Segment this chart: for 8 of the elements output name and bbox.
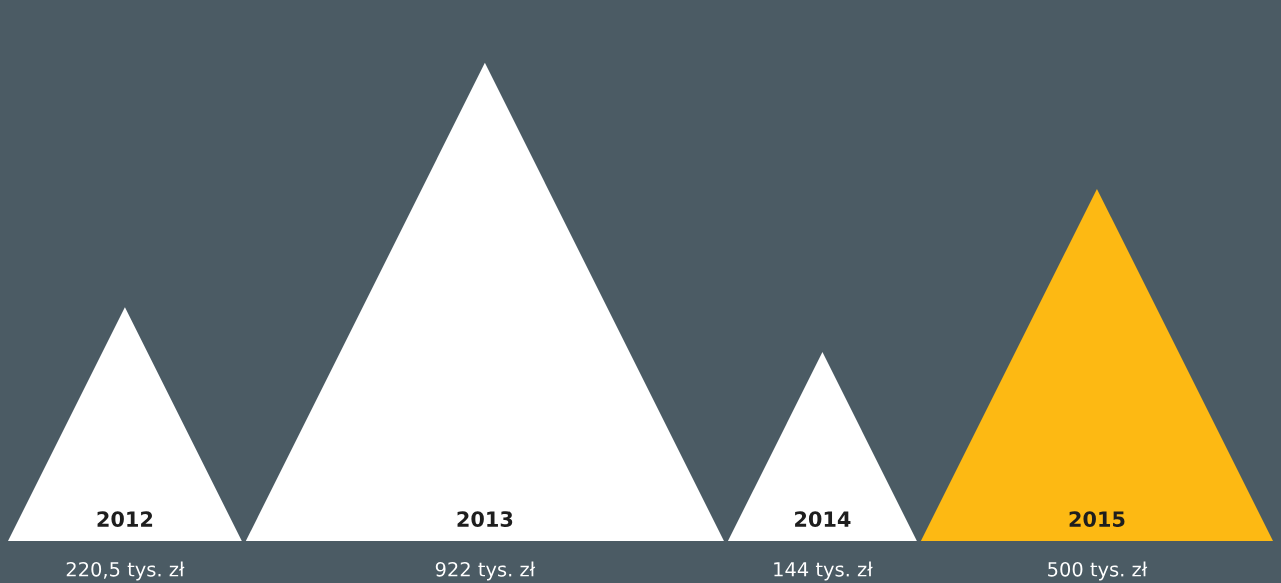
data-label: 500 tys. zł [1048,561,1148,581]
data-label: 144 tys. zł [774,561,873,581]
data-label: 922 tys. zł [435,561,536,581]
data-label: 220,5 tys. zł [66,561,185,581]
category-label: 2012 [97,511,153,527]
category-label: 2014 [795,511,851,527]
category-label: 2015 [1069,511,1125,527]
category-label: 2013 [457,511,513,527]
